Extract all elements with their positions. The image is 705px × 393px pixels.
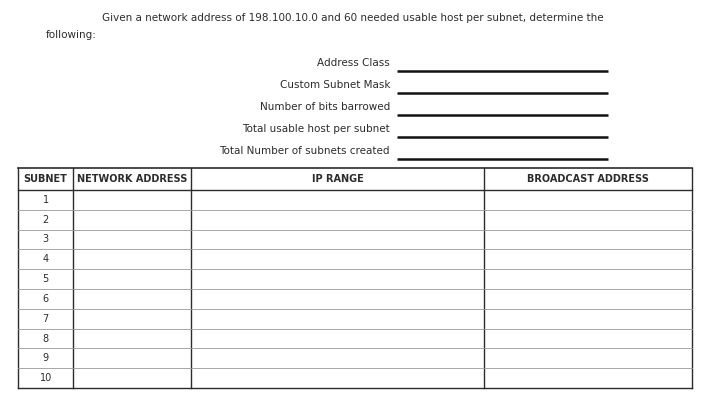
Text: SUBNET: SUBNET xyxy=(24,174,68,184)
Text: 6: 6 xyxy=(42,294,49,304)
Text: 3: 3 xyxy=(42,235,49,244)
Text: NETWORK ADDRESS: NETWORK ADDRESS xyxy=(77,174,188,184)
Text: Custom Subnet Mask: Custom Subnet Mask xyxy=(279,80,390,90)
Text: 4: 4 xyxy=(42,254,49,264)
Text: 10: 10 xyxy=(39,373,51,383)
Text: Total usable host per subnet: Total usable host per subnet xyxy=(243,124,390,134)
Text: 8: 8 xyxy=(42,334,49,343)
Text: Address Class: Address Class xyxy=(317,58,390,68)
Text: following:: following: xyxy=(46,30,97,40)
Text: Total Number of subnets created: Total Number of subnets created xyxy=(219,146,390,156)
Text: 2: 2 xyxy=(42,215,49,225)
Text: 9: 9 xyxy=(42,353,49,363)
Text: Number of bits barrowed: Number of bits barrowed xyxy=(259,102,390,112)
Text: 5: 5 xyxy=(42,274,49,284)
Text: 7: 7 xyxy=(42,314,49,324)
Text: 1: 1 xyxy=(42,195,49,205)
Text: BROADCAST ADDRESS: BROADCAST ADDRESS xyxy=(527,174,649,184)
Text: IP RANGE: IP RANGE xyxy=(312,174,364,184)
Text: Given a network address of 198.100.10.0 and 60 needed usable host per subnet, de: Given a network address of 198.100.10.0 … xyxy=(102,13,603,23)
